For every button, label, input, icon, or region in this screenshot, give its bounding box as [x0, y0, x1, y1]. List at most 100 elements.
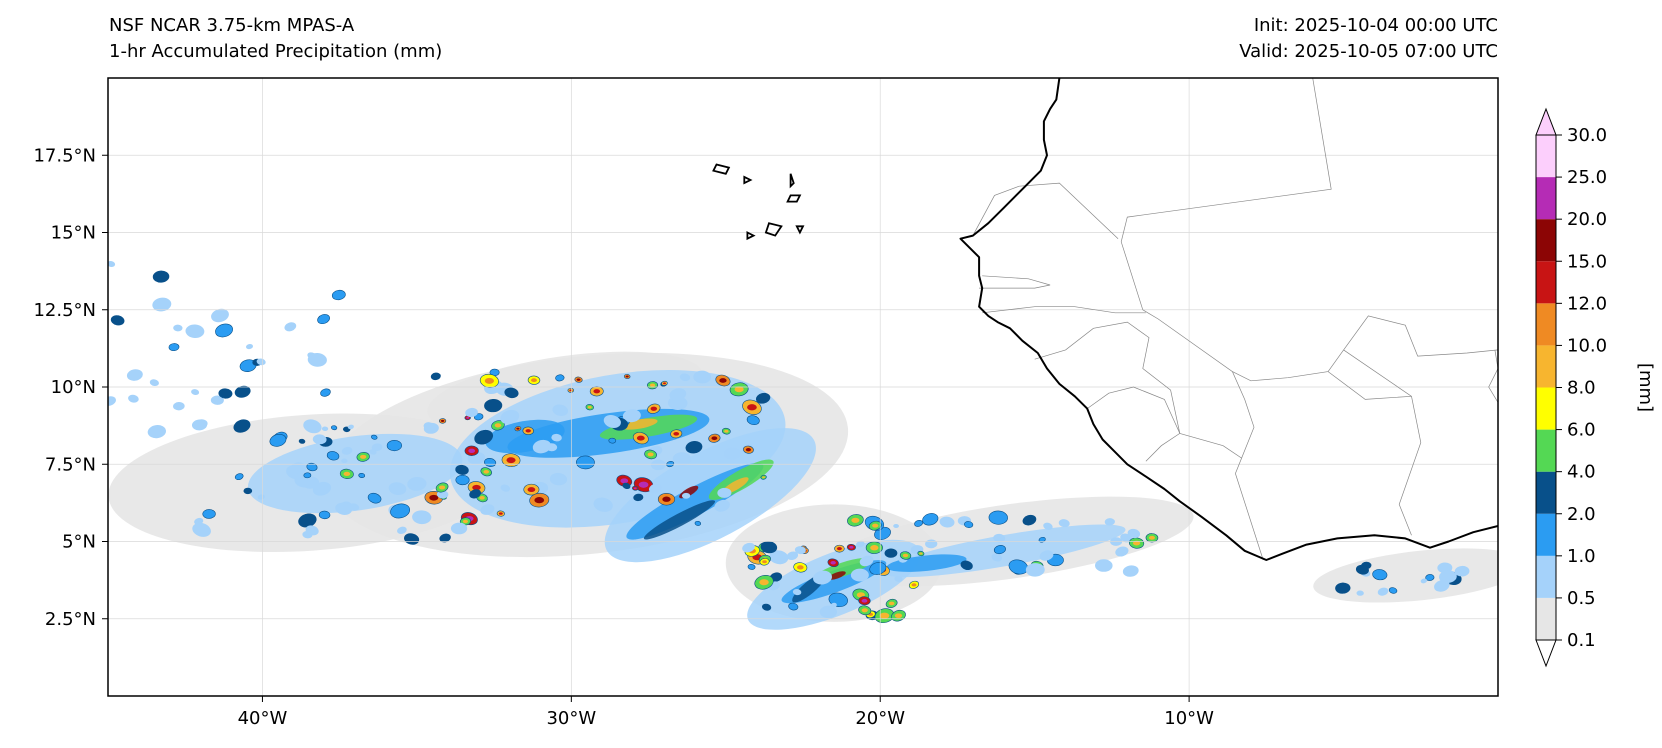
map-plot-area: [108, 78, 1514, 696]
rain-cell-142: [450, 522, 468, 535]
rain-cell-66: [724, 429, 729, 433]
rain-cell-81: [633, 487, 637, 490]
rain-cell-84: [468, 448, 476, 453]
rain-cell-110: [500, 409, 520, 425]
country-border: [1343, 349, 1422, 536]
rain-cell-311: [110, 315, 125, 326]
rain-cell-48: [549, 472, 568, 486]
rain-cell-137: [305, 525, 319, 536]
rain-cell-336: [126, 369, 143, 381]
rain-cell-316: [108, 396, 116, 406]
country-border: [1120, 78, 1332, 310]
country-borders: [972, 78, 1498, 561]
colorbar-swatch: [1536, 513, 1556, 556]
rain-cell-112: [636, 435, 645, 441]
rain-cell-105: [593, 389, 601, 394]
colorbar-swatch: [1536, 135, 1556, 178]
rain-cell-82: [650, 459, 666, 471]
rain-cell-50: [480, 504, 495, 515]
rain-cell-349: [1377, 587, 1389, 596]
colorbar-swatch: [1536, 219, 1556, 262]
rain-cell-73: [472, 484, 481, 491]
rain-cell-255: [884, 548, 898, 558]
cape-verde-island: [712, 163, 731, 175]
lat-tick-label: 5°N: [62, 532, 96, 553]
lat-tick-label: 12.5°N: [33, 300, 96, 321]
rain-cell-77: [455, 464, 469, 475]
rain-cell-58: [625, 375, 629, 378]
rain-cell-187: [469, 489, 482, 499]
colorbar-tick-label: 2.0: [1567, 504, 1596, 525]
rain-cell-284: [922, 513, 939, 526]
rain-cell-300: [991, 553, 1003, 562]
rain-cell-327: [185, 324, 205, 338]
graticule: [108, 78, 1498, 696]
rain-cell-262: [872, 523, 879, 528]
rain-cell-340: [1503, 578, 1514, 587]
coastline: [712, 78, 1498, 561]
rain-cell-241: [759, 579, 769, 586]
rain-cell-270: [1115, 546, 1129, 557]
rain-cell-62: [430, 372, 441, 381]
rain-cell-120: [685, 441, 703, 454]
rain-cell-310: [215, 323, 233, 338]
lat-tick-label: 10°N: [51, 377, 96, 398]
colorbar-tick-label: 4.0: [1567, 462, 1596, 483]
lon-tick-label: 30°W: [546, 708, 596, 729]
rain-cell-124: [746, 415, 760, 426]
rain-cell-141: [371, 434, 378, 440]
rain-cell-55: [527, 487, 536, 493]
rain-cell-12: [531, 378, 537, 383]
rain-cell-51: [576, 455, 595, 470]
lat-tick-label: 2.5°N: [45, 609, 96, 630]
rain-cell-297: [939, 516, 955, 528]
rain-cell-269: [1132, 540, 1141, 546]
rain-cell-304: [173, 324, 183, 332]
rain-cell-161: [330, 425, 338, 431]
rain-cell-249: [796, 565, 804, 570]
rain-cell-17: [622, 409, 641, 423]
rain-cell-263: [856, 540, 865, 548]
rain-cell-325: [234, 385, 251, 398]
rain-cell-292: [1104, 518, 1115, 526]
rain-cell-38: [662, 496, 671, 502]
rain-cell-198: [911, 583, 917, 587]
rain-cell-149: [360, 454, 367, 459]
rain-band-9: [247, 433, 463, 514]
axis-ticks: 40°W 30°W 20°W 10°W 2.5°N 5°N 7.5°N 10°N 12.5°N 1…: [33, 145, 1214, 729]
colorbar: 0.1 0.5 1.0 2.0 4.0 6.0 8.0 10.0 12.0 15.0 20.0 25.…: [1535, 107, 1656, 668]
rain-cell-231: [902, 553, 909, 558]
rain-cell-289: [1039, 550, 1054, 561]
colorbar-tick-label: 20.0: [1567, 209, 1607, 230]
rain-cell-90: [734, 386, 744, 393]
colorbar-swatch: [1536, 471, 1556, 514]
rain-cell-183: [390, 503, 411, 519]
rain-cell-267: [1022, 514, 1037, 526]
rain-cell-79: [440, 419, 445, 422]
rain-cell-334: [307, 352, 327, 367]
rain-cell-4: [506, 457, 516, 464]
cape-verde-island: [795, 225, 805, 235]
lon-tick-label: 20°W: [855, 708, 905, 729]
rain-cell-235: [849, 545, 854, 549]
rain-cell-168: [423, 422, 439, 434]
rain-cell-87: [498, 512, 503, 515]
model-title: NSF NCAR 3.75-km MPAS-A: [109, 15, 355, 36]
colorbar-swatch: [1536, 597, 1556, 640]
rain-cell-174: [318, 510, 331, 520]
rain-cell-144: [412, 510, 432, 525]
rain-cell-99: [500, 484, 511, 492]
colorbar-tick-label: 15.0: [1567, 251, 1607, 272]
country-border: [1327, 371, 1412, 400]
rain-cell-319: [152, 270, 170, 283]
rain-cell-339: [1356, 590, 1364, 596]
rain-cell-27: [650, 406, 658, 411]
rain-cell-315: [218, 388, 233, 399]
rain-cell-179: [303, 472, 312, 479]
rain-cell-307: [284, 322, 297, 332]
rain-cell-23: [762, 476, 766, 479]
rain-cell-167: [369, 449, 377, 455]
rain-cell-206: [769, 550, 789, 565]
rain-cell-93: [534, 497, 545, 504]
